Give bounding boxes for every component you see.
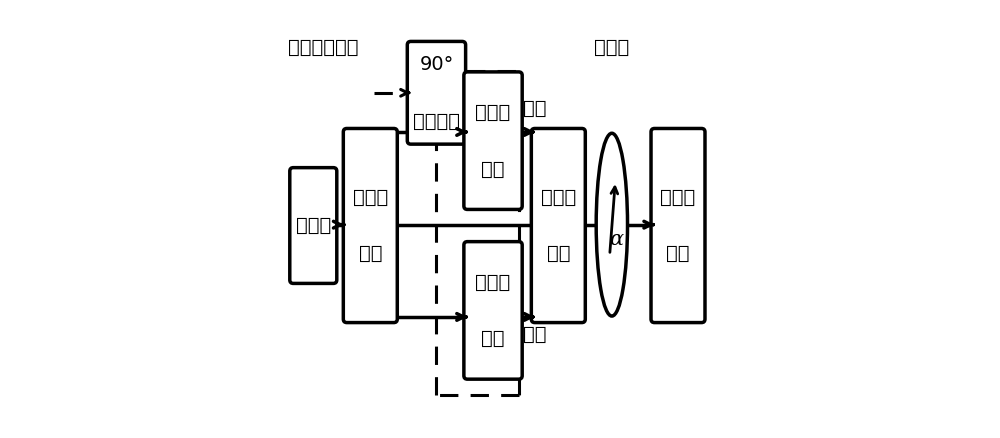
Text: 束器: 束器 [547,244,570,263]
Text: 偏振调: 偏振调 [475,272,511,292]
FancyBboxPatch shape [531,128,585,322]
Text: 测器: 测器 [666,244,690,263]
Text: 基频射频信号: 基频射频信号 [288,38,358,57]
FancyBboxPatch shape [407,42,466,144]
Ellipse shape [596,133,628,316]
FancyBboxPatch shape [464,72,522,209]
Text: 偏振合: 偏振合 [541,188,576,207]
Text: 偏振调: 偏振调 [475,103,511,122]
Text: 制器: 制器 [481,329,505,348]
Text: 检偏器: 检偏器 [594,38,629,57]
Text: 下路: 下路 [523,325,547,344]
Text: 激光器: 激光器 [296,216,331,235]
Text: 束器: 束器 [359,244,382,263]
FancyBboxPatch shape [651,128,705,322]
Text: 上路: 上路 [523,99,547,117]
Text: α: α [609,230,623,249]
FancyBboxPatch shape [290,168,337,283]
Text: 偏振分: 偏振分 [353,188,388,207]
FancyBboxPatch shape [343,128,397,322]
Text: 制器: 制器 [481,159,505,178]
FancyBboxPatch shape [464,242,522,379]
Text: 90°: 90° [419,55,454,74]
Text: 微波电桥: 微波电桥 [413,112,460,131]
Text: 光电探: 光电探 [660,188,696,207]
